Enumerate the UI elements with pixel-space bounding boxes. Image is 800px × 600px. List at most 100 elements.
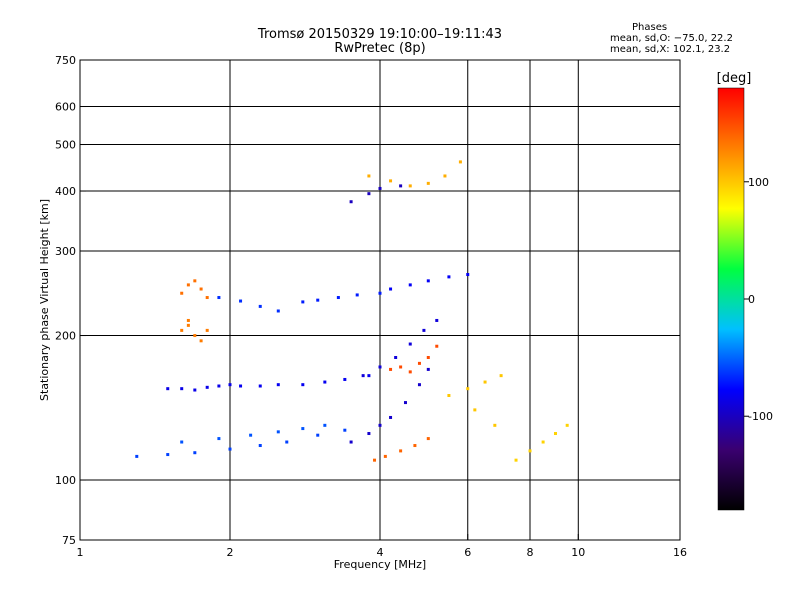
o-mode-point: [343, 377, 347, 381]
x-mode-point: [399, 365, 403, 369]
o-mode-point: [217, 437, 221, 441]
o-mode-point: [323, 380, 327, 384]
o-mode-point: [466, 273, 470, 277]
o-mode-point: [166, 453, 170, 457]
o-mode-point: [249, 433, 253, 437]
data-points: [135, 160, 569, 462]
x-mode-point: [408, 184, 412, 188]
o-mode-point: [316, 433, 320, 437]
o-mode-point: [422, 328, 426, 332]
y-axis-label: Stationary phase Virtual Height [km]: [38, 199, 51, 401]
o-mode-point: [355, 293, 359, 297]
x-mode-point: [180, 328, 184, 332]
o-mode-point: [323, 423, 327, 427]
x-mode-point: [389, 179, 393, 183]
o-mode-point: [367, 192, 371, 196]
x-mode-point: [417, 361, 421, 365]
x-mode-point: [426, 355, 430, 359]
x-mode-point: [193, 334, 197, 338]
o-mode-point: [193, 388, 197, 392]
y-tick-label: 400: [55, 185, 76, 198]
grid-lines: [80, 60, 680, 540]
o-mode-point: [378, 186, 382, 190]
x-tick-label: 8: [527, 546, 534, 559]
o-mode-point: [135, 454, 139, 458]
x-mode-point: [193, 279, 197, 283]
x-mode-point: [389, 367, 393, 371]
colorbar-tick-label: 0: [748, 293, 755, 306]
x-tick-label: 1: [77, 546, 84, 559]
o-mode-point: [408, 342, 412, 346]
o-mode-point: [343, 428, 347, 432]
x-mode-point: [186, 283, 190, 287]
x-tick-label: 10: [571, 546, 585, 559]
y-tick-label: 750: [55, 54, 76, 67]
o-mode-point: [447, 275, 451, 279]
x-axis-label: Frequency [MHz]: [334, 558, 426, 571]
o-mode-point: [193, 451, 197, 455]
x-mode-point: [383, 454, 387, 458]
x-mode-point: [399, 449, 403, 453]
o-mode-point: [349, 440, 353, 444]
o-mode-point: [205, 385, 209, 389]
o-mode-point: [316, 298, 320, 302]
x-mode-point: [435, 344, 439, 348]
o-mode-point: [166, 387, 170, 391]
x-mode-point: [186, 323, 190, 327]
o-mode-point: [276, 309, 280, 313]
o-mode-point: [367, 374, 371, 378]
o-mode-point: [408, 283, 412, 287]
x-mode-point: [541, 440, 545, 444]
o-mode-point: [378, 365, 382, 369]
y-axis-ticks: 75 100 200 300 400 500 600 750: [55, 54, 86, 547]
x-mode-point: [483, 380, 487, 384]
y-tick-label: 500: [55, 139, 76, 152]
o-mode-point: [349, 200, 353, 204]
o-mode-point: [258, 304, 262, 308]
x-mode-point: [426, 437, 430, 441]
o-mode-point: [394, 355, 398, 359]
y-tick-label: 100: [55, 474, 76, 487]
x-mode-point: [528, 449, 532, 453]
x-mode-point: [205, 328, 209, 332]
o-mode-point: [389, 287, 393, 291]
colorbar-label: [deg]: [717, 71, 752, 86]
o-mode-point: [285, 440, 289, 444]
o-mode-point: [276, 430, 280, 434]
x-mode-point: [199, 287, 203, 291]
y-tick-label: 75: [62, 534, 76, 547]
stats-heading: Phases: [632, 22, 668, 33]
o-mode-point: [378, 291, 382, 295]
o-mode-point: [389, 415, 393, 419]
x-tick-label: 4: [377, 546, 384, 559]
o-mode-point: [301, 383, 305, 387]
x-mode-point: [514, 458, 518, 462]
o-mode-point: [180, 387, 184, 391]
o-mode-point: [258, 384, 262, 388]
colorbar-tick-label: 100: [748, 176, 769, 189]
o-mode-point: [301, 300, 305, 304]
y-tick-label: 300: [55, 245, 76, 258]
o-mode-point: [239, 299, 243, 303]
x-mode-point: [553, 432, 557, 436]
x-mode-point: [199, 339, 203, 343]
x-mode-point: [473, 408, 477, 412]
x-mode-point: [205, 296, 209, 300]
o-mode-point: [301, 427, 305, 431]
o-mode-point: [426, 367, 430, 371]
x-tick-label: 6: [464, 546, 471, 559]
o-mode-point: [403, 401, 407, 405]
x-mode-point: [413, 444, 417, 448]
x-mode-point: [466, 387, 470, 391]
x-mode-point: [426, 181, 430, 185]
o-mode-point: [228, 383, 232, 387]
stats-o-mode: mean, sd,O: −75.0, 22.2: [610, 33, 733, 44]
x-tick-label: 16: [673, 546, 687, 559]
o-mode-point: [417, 383, 421, 387]
x-mode-point: [499, 374, 503, 378]
o-mode-point: [258, 444, 262, 448]
x-mode-point: [458, 160, 462, 164]
x-axis-ticks: 1 2 4 6 8 10 16: [77, 534, 687, 559]
x-mode-point: [186, 318, 190, 322]
